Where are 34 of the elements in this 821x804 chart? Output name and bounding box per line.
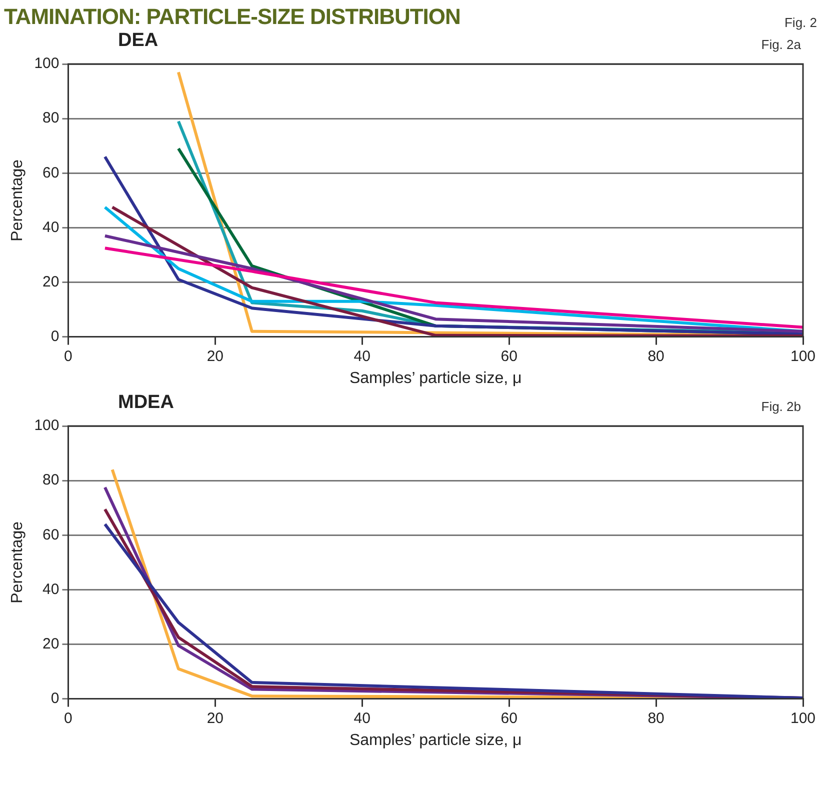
y-tick-label: 60 [42,164,60,182]
x-tick-label: 20 [206,348,224,365]
y-axis-title: Percentage [9,521,26,604]
x-axis-title: Samples’ particle size, μ [349,732,522,749]
x-tick-label: 0 [64,710,72,727]
y-tick-label: 20 [42,635,60,652]
y-tick-label: 20 [42,273,60,290]
caption: Fig. 2 [784,15,817,30]
y-tick-label: 0 [50,690,60,707]
caption: Fig. 2a [761,37,801,52]
y-tick-label: 40 [42,218,60,236]
y-tick-label: 60 [42,526,60,544]
y-tick-label: 100 [34,55,60,72]
chart-title: MDEA [118,392,174,414]
y-tick-label: 0 [50,328,60,345]
x-tick-label: 60 [500,348,518,365]
x-tick-label: 100 [790,710,816,727]
y-axis-title: Percentage [9,159,26,242]
y-tick-label: 80 [42,472,60,489]
chart-subtitle: DEA [118,30,158,52]
y-tick-label: 40 [42,580,60,598]
caption: Fig. 2b [761,399,801,414]
x-tick-label: 0 [64,348,72,365]
y-tick-label: 80 [42,110,60,127]
x-axis-title: Samples’ particle size, μ [349,370,522,387]
y-tick-label: 100 [34,417,60,434]
x-tick-label: 40 [354,710,370,727]
x-tick-label: 20 [206,710,224,727]
chart-title: TAMINATION: PARTICLE-SIZE DISTRIBUTION [4,4,460,30]
x-tick-label: 80 [648,710,664,727]
x-tick-label: 100 [790,348,816,365]
x-tick-label: 80 [648,348,664,365]
x-tick-label: 40 [354,348,370,365]
x-tick-label: 60 [500,710,518,727]
